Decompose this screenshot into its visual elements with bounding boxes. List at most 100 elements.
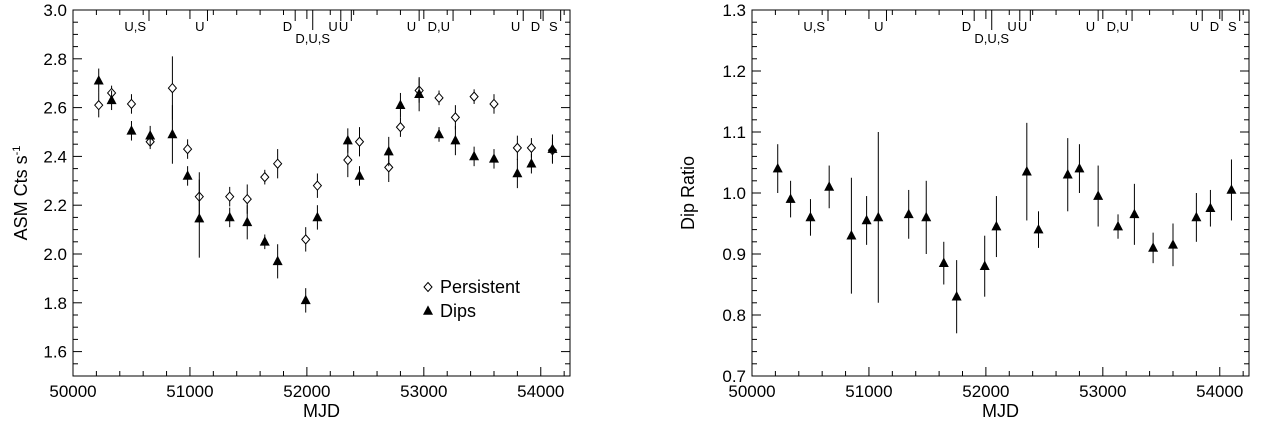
series-persistent <box>94 56 558 252</box>
data-point-diamond <box>167 82 178 94</box>
data-point-triangle <box>951 291 962 301</box>
event-marker-label: D,U,S <box>295 31 330 46</box>
data-point-diamond <box>94 99 104 111</box>
event-marker-label: D <box>283 19 292 34</box>
data-point-diamond <box>384 162 394 173</box>
plot-frame <box>751 9 1250 377</box>
event-marker-label: U <box>1190 19 1199 34</box>
x-tick-label: 51000 <box>166 382 213 401</box>
data-point-diamond <box>469 91 479 102</box>
y-tick-label: 1.0 <box>722 184 746 203</box>
data-point-triangle <box>873 211 884 222</box>
data-point-diamond <box>312 180 323 191</box>
chart-panel-2: 50000 51000 52000 53000 54000 0.7 0.8 0.9 1.0 1.1… <box>678 1 1250 421</box>
x-tick-label: 50000 <box>728 382 775 401</box>
data-point-triangle <box>354 170 365 180</box>
event-marker-label: U,S <box>124 19 146 34</box>
data-point-triangle <box>395 99 406 109</box>
data-point-triangle <box>272 255 283 266</box>
y-tick-label: 0.8 <box>722 306 746 325</box>
data-point-triangle <box>1191 211 1202 222</box>
data-point-triangle <box>1129 208 1140 219</box>
x-tick-label: 52000 <box>962 382 1009 401</box>
y-tick-label: 3.0 <box>43 1 67 20</box>
data-point-triangle <box>1074 162 1085 173</box>
event-marker-label: U <box>407 19 416 34</box>
data-point-triangle <box>312 211 323 222</box>
data-point-diamond <box>434 92 444 104</box>
event-marker-label: U <box>339 19 348 34</box>
x-tick-label: 53000 <box>400 382 447 401</box>
data-point-triangle <box>991 220 1002 231</box>
data-point-triangle <box>1167 239 1178 249</box>
y-tick-label: 0.7 <box>722 367 746 386</box>
x-axis-title: MJD <box>982 401 1019 421</box>
data-point-triangle <box>450 134 461 145</box>
data-point-triangle <box>145 130 156 140</box>
y-tick-label: 2.6 <box>43 99 67 118</box>
data-point-diamond <box>526 142 537 154</box>
event-marker-label: U <box>1007 19 1016 34</box>
data-point-triangle <box>414 88 425 98</box>
data-point-diamond <box>272 158 283 169</box>
event-marker-label: S <box>1228 19 1237 34</box>
data-point-diamond <box>225 191 235 202</box>
data-point-triangle <box>488 153 499 163</box>
data-point-triangle <box>979 260 990 271</box>
event-marker-label: S <box>549 19 558 34</box>
data-point-diamond <box>450 112 461 123</box>
x-tick-label: 51000 <box>845 382 892 401</box>
x-tick-label: 53000 <box>1079 382 1126 401</box>
data-point-triangle <box>242 216 253 227</box>
data-point-triangle <box>772 162 783 173</box>
data-point-triangle <box>805 211 816 222</box>
chart-panel-1: 50000 51000 52000 53000 54000 1.6 1.8 2.0 2.2 2.4… <box>11 1 571 421</box>
data-point-triangle <box>93 75 104 85</box>
event-marker-label: U,S <box>803 19 825 34</box>
data-point-diamond <box>343 154 353 166</box>
y-tick-label: 2.2 <box>43 196 67 215</box>
x-tick-label: 54000 <box>1196 382 1243 401</box>
event-marker-label: U <box>1018 19 1027 34</box>
data-point-diamond <box>242 193 252 205</box>
data-point-diamond <box>354 136 365 148</box>
data-point-triangle <box>526 158 537 168</box>
data-point-triangle <box>903 208 914 219</box>
data-point-triangle <box>1226 184 1237 194</box>
y-tick-label: 1.3 <box>722 1 746 20</box>
data-point-triangle <box>182 170 193 180</box>
data-point-triangle <box>824 181 835 191</box>
y-axis-title: ASM Cts s-1 <box>11 146 31 241</box>
x-tick-label: 52000 <box>283 382 330 401</box>
data-point-triangle <box>512 167 523 178</box>
y-tick-label: 2.8 <box>43 50 67 69</box>
data-point-triangle <box>785 193 796 203</box>
data-point-triangle <box>469 150 480 161</box>
event-marker-label: D,U,S <box>974 31 1009 46</box>
y-axis-title-text: ASM Cts s <box>11 155 31 240</box>
y-tick-label: 1.2 <box>722 62 746 81</box>
data-point-triangle <box>1093 190 1104 200</box>
plot-frame <box>72 9 571 377</box>
legend: Persistent Dips <box>423 277 520 321</box>
data-point-triangle <box>106 94 117 105</box>
data-point-triangle <box>1062 169 1073 179</box>
data-point-triangle <box>1113 220 1124 231</box>
y-axis-title: Dip Ratio <box>678 156 698 230</box>
event-marker-label: U <box>1086 19 1095 34</box>
y-tick-label: 2.4 <box>43 147 67 166</box>
data-point-diamond <box>126 98 137 110</box>
data-point-triangle <box>434 128 445 139</box>
data-point-triangle <box>126 125 137 135</box>
series-dip-ratio <box>772 122 1237 334</box>
data-point-triangle <box>1033 223 1044 234</box>
legend-marker-triangle <box>423 305 433 315</box>
data-point-triangle <box>846 230 857 240</box>
event-marker-label: U <box>874 19 883 34</box>
event-marker-label: D,U <box>1107 19 1129 34</box>
y-tick-label: 1.1 <box>722 123 746 142</box>
event-marker-label: D <box>531 19 540 34</box>
x-tick-label: 50000 <box>49 382 96 401</box>
data-point-diamond <box>301 234 311 245</box>
y-tick-label: 2.0 <box>43 245 67 264</box>
